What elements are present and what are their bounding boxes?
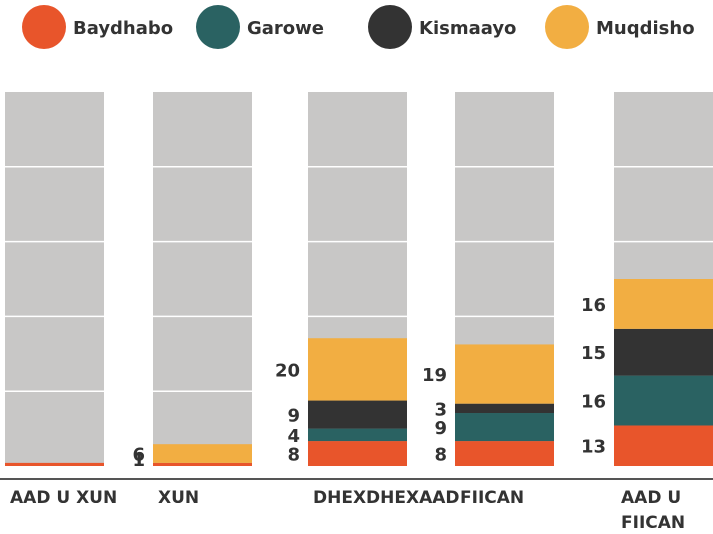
bar-segment	[308, 400, 407, 429]
value-label: 8	[434, 445, 447, 466]
value-label: 1	[132, 450, 145, 471]
bar-segment	[614, 375, 713, 426]
background-column	[5, 92, 104, 466]
legend-swatch	[196, 5, 240, 49]
x-tick-label: FIICAN	[460, 488, 525, 508]
x-tick-label: AAD U FIICAN	[621, 488, 686, 533]
bar-segment	[308, 338, 407, 401]
bar-segment	[455, 344, 554, 404]
value-label: 9	[287, 406, 300, 427]
bar-segment	[5, 462, 104, 466]
value-label: 6	[132, 445, 145, 466]
bar-segment	[308, 428, 407, 442]
bar-segment	[153, 462, 252, 466]
value-label: 16	[581, 295, 606, 316]
value-label: 8	[287, 445, 300, 466]
bar-segment	[614, 328, 713, 376]
bar-segment	[153, 444, 252, 463]
value-label: 4	[287, 426, 300, 447]
background-column	[153, 92, 252, 466]
value-label: 19	[422, 365, 447, 386]
x-tick-label: AAD U XUN	[10, 488, 118, 508]
legend-swatch	[368, 5, 412, 49]
legend-label: Garowe	[247, 18, 324, 39]
value-label: 15	[581, 343, 606, 364]
legend-swatch	[545, 5, 589, 49]
value-label: 9	[434, 418, 447, 439]
value-label: 20	[275, 360, 300, 381]
value-label: 3	[434, 399, 447, 420]
legend-label: Baydhabo	[73, 18, 173, 39]
legend-label: Kismaayo	[419, 18, 516, 39]
bar-segment	[614, 425, 713, 466]
bar-segment	[614, 279, 713, 329]
bar-segment	[308, 441, 407, 466]
bar-segment	[455, 403, 554, 414]
bar-segment	[455, 441, 554, 466]
value-label: 13	[581, 437, 606, 458]
legend-label: Muqdisho	[596, 18, 695, 39]
legend-swatch	[22, 5, 66, 49]
x-tick-label: XUN	[158, 488, 200, 508]
bar-segment	[455, 413, 554, 442]
value-label: 16	[581, 392, 606, 413]
x-tick-label: DHEXDHEXAAD	[313, 488, 460, 508]
